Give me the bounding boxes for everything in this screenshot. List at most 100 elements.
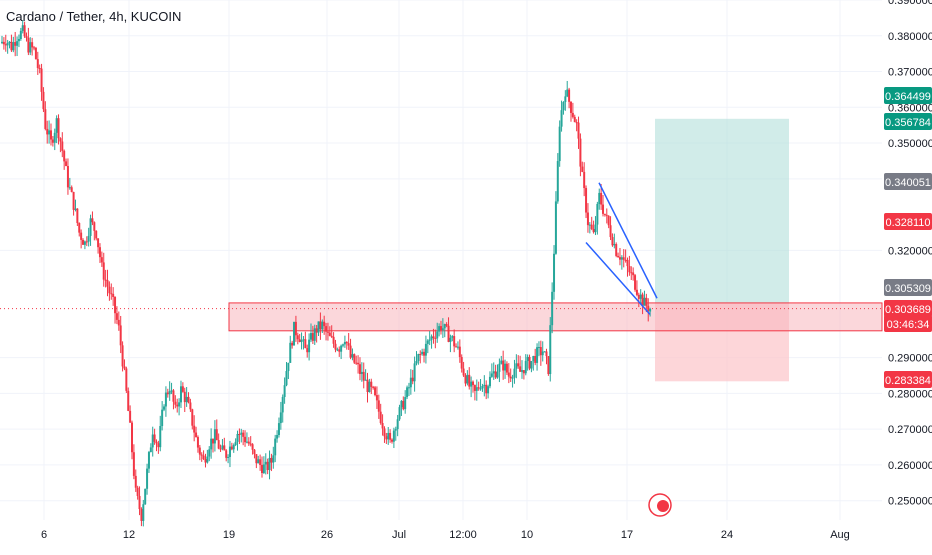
candle-body bbox=[581, 167, 583, 172]
candle-body bbox=[27, 38, 29, 53]
candle-body bbox=[216, 429, 218, 440]
price-axis[interactable]: 0.390000 0.380000 0.370000 0.360000 0.350000… bbox=[888, 0, 932, 508]
price-label-text: 0.364499 bbox=[885, 91, 931, 103]
candle-body bbox=[69, 187, 71, 188]
candle-body bbox=[289, 343, 291, 363]
price-tick-label: 0.250000 bbox=[888, 496, 932, 508]
candle-body bbox=[78, 223, 80, 233]
candle-body bbox=[302, 339, 304, 340]
candle-body bbox=[489, 377, 491, 386]
candle-body bbox=[90, 218, 92, 236]
candle-body bbox=[529, 357, 531, 369]
candle-body bbox=[257, 459, 259, 463]
time-tick-label: Aug bbox=[830, 529, 850, 541]
candle-body bbox=[186, 397, 188, 402]
candle-body bbox=[146, 469, 148, 489]
candle-body bbox=[214, 429, 216, 443]
candle-body bbox=[41, 69, 43, 92]
candle-body bbox=[340, 346, 342, 352]
candle-body bbox=[568, 90, 570, 102]
candle-body bbox=[276, 435, 278, 439]
candle-body bbox=[442, 328, 444, 330]
candle-body bbox=[498, 364, 500, 372]
candle-body bbox=[204, 459, 206, 462]
candle-body bbox=[380, 412, 382, 423]
candle-body bbox=[625, 260, 627, 261]
candle-body bbox=[308, 340, 310, 353]
candle-body bbox=[500, 361, 502, 364]
candle-body bbox=[346, 342, 348, 343]
candle-body bbox=[372, 387, 374, 388]
target-zone bbox=[655, 119, 789, 303]
candle-body bbox=[206, 457, 208, 463]
tradingview-logo bbox=[649, 494, 671, 516]
time-tick-label: 17 bbox=[621, 529, 633, 541]
candle-body bbox=[255, 454, 257, 463]
candle-body bbox=[84, 241, 86, 244]
candle-body bbox=[304, 339, 306, 348]
time-axis[interactable]: 6 12 19 26 Jul 12:00 10 17 24 Aug bbox=[41, 529, 850, 541]
candle-body bbox=[223, 445, 225, 450]
candle-body bbox=[189, 402, 191, 409]
candle-body bbox=[504, 364, 506, 371]
candle-body bbox=[383, 428, 385, 436]
candle-body bbox=[632, 273, 634, 276]
candle-body bbox=[12, 42, 14, 50]
candle-body bbox=[348, 343, 350, 345]
candle-body bbox=[493, 371, 495, 373]
candle-body bbox=[212, 439, 214, 444]
candle-body bbox=[391, 440, 393, 442]
candle-body bbox=[628, 266, 630, 272]
candle-body bbox=[18, 39, 20, 41]
candle-body bbox=[161, 410, 163, 426]
candle-body bbox=[272, 455, 274, 462]
candle-body bbox=[638, 295, 640, 299]
candle-body bbox=[561, 110, 563, 126]
candle-body bbox=[387, 433, 389, 439]
candle-body bbox=[525, 361, 527, 373]
candle-body bbox=[52, 140, 54, 143]
candle-body bbox=[378, 400, 380, 411]
candle-body bbox=[103, 262, 105, 279]
price-label-text: 0.340051 bbox=[885, 177, 931, 189]
candle-body bbox=[333, 337, 335, 344]
candle-body bbox=[238, 434, 240, 435]
candle-body bbox=[54, 133, 56, 143]
candle-body bbox=[93, 222, 95, 231]
candle-body bbox=[133, 452, 135, 476]
candle-body bbox=[538, 347, 540, 348]
candle-body bbox=[606, 215, 608, 216]
candle-body bbox=[578, 123, 580, 139]
candle-body bbox=[310, 333, 312, 340]
candle-body bbox=[306, 348, 308, 352]
candle-body bbox=[314, 328, 316, 340]
candle-body bbox=[39, 68, 41, 69]
candle-body bbox=[397, 419, 399, 429]
symbol-title[interactable]: Cardano / Tether, 4h, KUCOIN bbox=[6, 9, 181, 24]
candle-body bbox=[253, 450, 255, 454]
candle-body bbox=[231, 447, 233, 450]
candle-body bbox=[576, 122, 578, 123]
candle-body bbox=[459, 347, 461, 357]
candle-body bbox=[131, 423, 133, 453]
candle-body bbox=[553, 254, 555, 292]
candle-body bbox=[274, 439, 276, 456]
candle-body bbox=[316, 328, 318, 332]
candles bbox=[1, 20, 651, 526]
candle-body bbox=[338, 349, 340, 351]
candle-body bbox=[20, 31, 22, 39]
candle-body bbox=[37, 59, 39, 68]
price-tick-label: 0.320000 bbox=[888, 245, 932, 257]
candle-body bbox=[142, 504, 144, 521]
candle-body bbox=[327, 332, 329, 333]
candle-body bbox=[598, 193, 600, 204]
price-tick-label: 0.270000 bbox=[888, 424, 932, 436]
time-tick-label: Jul bbox=[392, 529, 406, 541]
candle-body bbox=[480, 388, 482, 389]
candle-body bbox=[1, 42, 3, 43]
candle-body bbox=[250, 444, 252, 445]
candle-body bbox=[357, 363, 359, 364]
candle-body bbox=[483, 385, 485, 386]
